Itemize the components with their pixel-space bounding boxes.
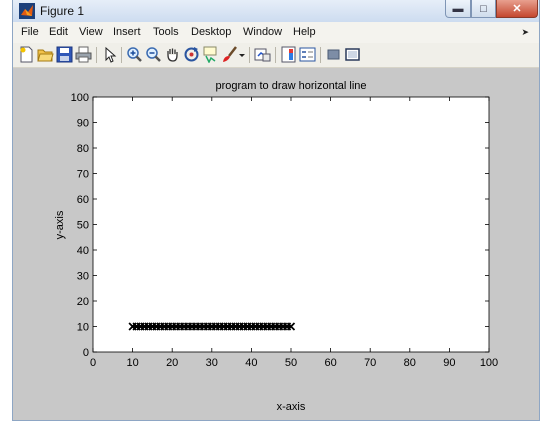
x-tick-label: 50 bbox=[285, 357, 297, 369]
link-plot-icon[interactable] bbox=[254, 46, 271, 63]
menu-window[interactable]: Window bbox=[243, 26, 283, 38]
minimize-icon: ▬ bbox=[452, 2, 464, 15]
data-point-marker bbox=[286, 322, 296, 331]
x-tick-label: 60 bbox=[324, 357, 336, 369]
menu-insert[interactable]: Insert bbox=[113, 26, 141, 38]
close-icon: ✕ bbox=[512, 3, 522, 15]
insert-legend-icon[interactable] bbox=[299, 46, 316, 63]
y-tick-label: 80 bbox=[77, 143, 89, 155]
x-tick-label: 0 bbox=[90, 357, 96, 369]
x-tick-label: 40 bbox=[245, 357, 257, 369]
toolbar-separator bbox=[96, 47, 97, 63]
new-figure-icon[interactable] bbox=[18, 46, 35, 63]
brush-icon[interactable] bbox=[221, 46, 238, 63]
hide-plot-tools-icon[interactable] bbox=[325, 46, 342, 63]
chart-title: program to draw horizontal line bbox=[215, 80, 366, 92]
menu-view[interactable]: View bbox=[79, 26, 103, 38]
pan-hand-icon[interactable] bbox=[164, 46, 181, 63]
maximize-icon: □ bbox=[480, 2, 487, 15]
x-tick-label: 100 bbox=[480, 357, 498, 369]
toolbar-separator bbox=[121, 47, 122, 63]
y-tick-label: 70 bbox=[77, 169, 89, 181]
y-axis-label: y-axis bbox=[54, 210, 66, 239]
title-bar[interactable]: Figure 1 ▬ □ ✕ bbox=[13, 0, 539, 22]
x-tick-label: 30 bbox=[206, 357, 218, 369]
y-tick-label: 60 bbox=[77, 194, 89, 206]
figure-toolbar bbox=[13, 43, 539, 68]
menu-edit[interactable]: Edit bbox=[49, 26, 68, 38]
matlab-logo-icon bbox=[19, 3, 35, 19]
toolbar-separator bbox=[320, 47, 321, 63]
y-tick-label: 100 bbox=[71, 92, 89, 104]
maximize-button[interactable]: □ bbox=[471, 0, 496, 18]
axes-background bbox=[93, 97, 489, 352]
window-title: Figure 1 bbox=[40, 4, 85, 18]
plot-area[interactable]: 0 10 20 30 40 50 60 70 80 90 100 0 10 20 30 40 50 60 70 80 9… bbox=[13, 68, 539, 420]
menu-desktop[interactable]: Desktop bbox=[191, 26, 232, 38]
y-tick-label: 20 bbox=[77, 296, 89, 308]
x-tick-label: 90 bbox=[443, 357, 455, 369]
open-file-icon[interactable] bbox=[37, 46, 54, 63]
brush-dropdown-icon[interactable] bbox=[238, 46, 246, 63]
x-tick-label: 80 bbox=[404, 357, 416, 369]
axis-ticks: 0 10 20 30 40 50 60 70 80 90 100 0 10 20 30 40 50 60 70 80 9… bbox=[71, 92, 499, 369]
y-tick-label: 90 bbox=[77, 118, 89, 130]
edit-plot-arrow-icon[interactable] bbox=[101, 46, 118, 63]
toolbar-separator bbox=[275, 47, 276, 63]
data-cursor-icon[interactable] bbox=[202, 46, 219, 63]
menubar-dock-arrow-icon[interactable]: ➤ bbox=[521, 27, 529, 37]
rotate-3d-icon[interactable] bbox=[183, 46, 200, 63]
print-icon[interactable] bbox=[75, 46, 92, 63]
figure-window: Figure 1 ▬ □ ✕ File Edit View Insert Too… bbox=[12, 0, 540, 421]
close-button[interactable]: ✕ bbox=[496, 0, 538, 18]
y-tick-label: 10 bbox=[77, 322, 89, 334]
y-tick-label: 40 bbox=[77, 245, 89, 257]
insert-colorbar-icon[interactable] bbox=[280, 46, 297, 63]
show-plot-tools-icon[interactable] bbox=[344, 46, 361, 63]
zoom-in-icon[interactable] bbox=[126, 46, 143, 63]
y-tick-label: 50 bbox=[77, 220, 89, 232]
zoom-out-icon[interactable] bbox=[145, 46, 162, 63]
x-tick-label: 70 bbox=[364, 357, 376, 369]
menu-file[interactable]: File bbox=[21, 26, 39, 38]
y-tick-label: 0 bbox=[83, 347, 89, 359]
x-tick-label: 20 bbox=[166, 357, 178, 369]
menu-tools[interactable]: Tools bbox=[153, 26, 179, 38]
menu-bar: File Edit View Insert Tools Desktop Wind… bbox=[13, 22, 539, 44]
x-axis-label: x-axis bbox=[277, 401, 306, 413]
axes-box bbox=[92, 96, 490, 353]
menu-help[interactable]: Help bbox=[293, 26, 316, 38]
y-tick-label: 30 bbox=[77, 271, 89, 283]
save-icon[interactable] bbox=[56, 46, 73, 63]
series-group bbox=[128, 322, 296, 331]
toolbar-separator bbox=[249, 47, 250, 63]
x-tick-label: 10 bbox=[126, 357, 138, 369]
minimize-button[interactable]: ▬ bbox=[445, 0, 471, 18]
figure-canvas: 0 10 20 30 40 50 60 70 80 90 100 0 10 20 30 40 50 60 70 80 9… bbox=[13, 68, 539, 420]
